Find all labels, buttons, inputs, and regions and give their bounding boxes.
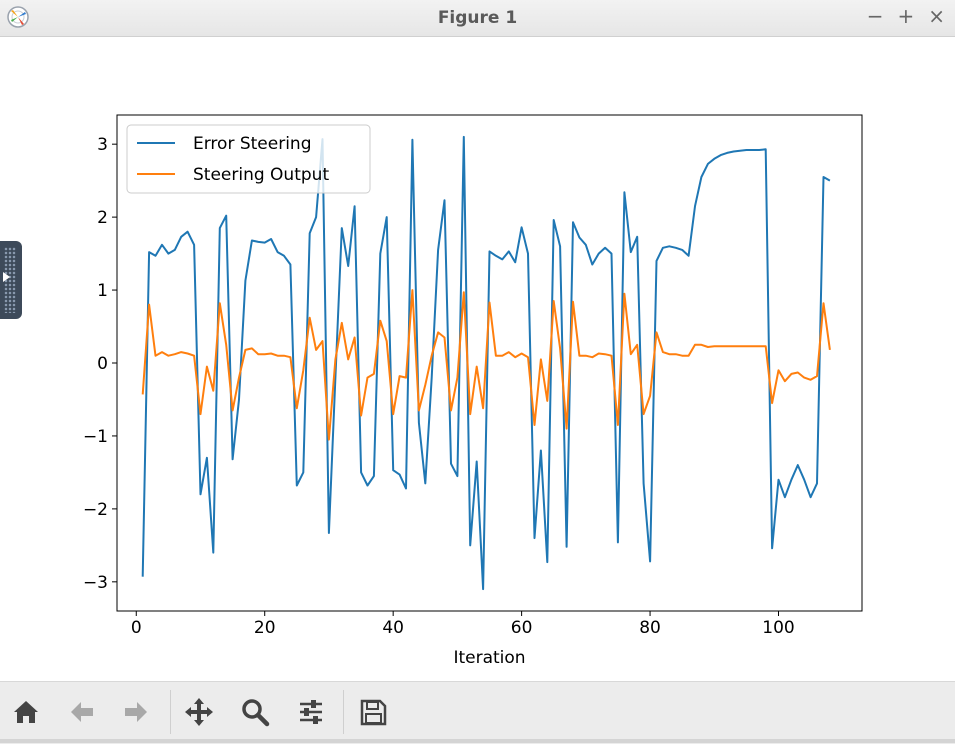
configure-subplots-icon bbox=[300, 700, 322, 724]
y-tick-label: 1 bbox=[97, 281, 108, 301]
x-tick-label: 100 bbox=[762, 618, 794, 638]
grip-dots-icon bbox=[4, 247, 16, 313]
window-title: Figure 1 bbox=[437, 8, 518, 28]
series-line-error-steering bbox=[141, 135, 831, 591]
close-button[interactable]: × bbox=[928, 4, 945, 28]
toolbar-separator bbox=[343, 690, 344, 734]
x-tick-label: 40 bbox=[382, 618, 404, 638]
x-tick-label: 20 bbox=[254, 618, 276, 638]
legend-entry: Error Steering bbox=[193, 134, 312, 154]
toolbar-separator bbox=[170, 690, 171, 734]
expand-arrow-icon bbox=[3, 272, 10, 282]
minimize-button[interactable]: − bbox=[866, 4, 884, 28]
axes: 0 20 40 60 80 100 −3 −2 −1 0 1 2 3 bbox=[83, 135, 795, 638]
configure-subplots-button[interactable] bbox=[293, 694, 329, 730]
back-arrow-icon bbox=[71, 702, 93, 722]
save-icon bbox=[360, 699, 387, 726]
side-panel-handle[interactable] bbox=[0, 241, 22, 319]
zoom-button[interactable] bbox=[237, 694, 273, 730]
pan-button[interactable] bbox=[181, 694, 217, 730]
navigation-toolbar bbox=[0, 681, 955, 744]
x-axis-label: Iteration bbox=[453, 648, 525, 668]
x-tick-label: 60 bbox=[511, 618, 533, 638]
home-icon bbox=[14, 701, 38, 723]
forward-button[interactable] bbox=[118, 694, 154, 730]
zoom-icon bbox=[242, 699, 270, 727]
back-button[interactable] bbox=[64, 694, 100, 730]
series-lines bbox=[141, 135, 831, 591]
window-controls: − + × bbox=[867, 4, 945, 28]
forward-arrow-icon bbox=[125, 702, 147, 722]
maximize-button[interactable]: + bbox=[897, 4, 915, 28]
home-button[interactable] bbox=[8, 694, 44, 730]
series-line-steering-output bbox=[141, 289, 831, 441]
legend-box bbox=[126, 124, 371, 194]
save-button[interactable] bbox=[355, 694, 391, 730]
app-logo-icon bbox=[6, 5, 30, 29]
y-tick-label: 0 bbox=[97, 354, 108, 374]
y-tick-label: −1 bbox=[83, 427, 108, 447]
y-tick-label: 2 bbox=[97, 208, 108, 228]
legend-entry: Steering Output bbox=[193, 165, 329, 185]
y-tick-label: −2 bbox=[83, 500, 108, 520]
window-titlebar: Figure 1 − + × bbox=[0, 0, 955, 37]
y-tick-label: 3 bbox=[97, 135, 108, 155]
pan-icon bbox=[185, 698, 213, 726]
window-bottom-border bbox=[0, 739, 955, 743]
axes-frame bbox=[116, 114, 863, 612]
legend: Error Steering Steering Output bbox=[126, 124, 371, 194]
x-tick-label: 80 bbox=[639, 618, 661, 638]
y-tick-label: −3 bbox=[83, 573, 108, 593]
line-chart[interactable]: 0 20 40 60 80 100 −3 −2 −1 0 1 2 3 Error Steering Ste… bbox=[0, 36, 955, 681]
x-tick-label: 0 bbox=[131, 618, 142, 638]
